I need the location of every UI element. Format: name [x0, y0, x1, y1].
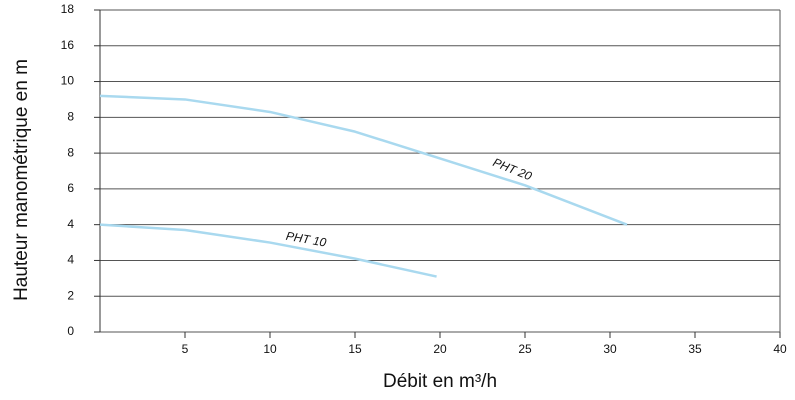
x-tick-label: 40: [773, 342, 787, 356]
y-tick-label: 10: [61, 74, 75, 88]
y-tick-label: 8: [67, 110, 74, 124]
curve: [99, 94, 628, 226]
x-tick-label: 10: [263, 342, 277, 356]
x-tick-label: 30: [603, 342, 617, 356]
x-axis-title: Débit en m³/h: [383, 371, 497, 392]
curve-label: PHT 20: [491, 155, 534, 183]
x-tick-label: 20: [433, 342, 447, 356]
x-tick-label: 5: [182, 342, 189, 356]
y-tick-label: 16: [61, 38, 75, 52]
y-tick-label: 0: [67, 324, 74, 338]
curve: [99, 223, 437, 278]
y-tick-label: 4: [67, 253, 74, 267]
x-tick-label: 25: [518, 342, 532, 356]
y-tick-label: 8: [67, 145, 74, 159]
y-tick-label: 2: [67, 288, 74, 302]
y-axis-title: Hauteur manométrique en m: [11, 59, 32, 301]
y-tick-label: 6: [67, 181, 74, 195]
y-tick-label: 18: [61, 2, 75, 16]
x-tick-label: 15: [348, 342, 362, 356]
y-tick-label: 4: [67, 217, 74, 231]
x-tick-label: 35: [688, 342, 702, 356]
